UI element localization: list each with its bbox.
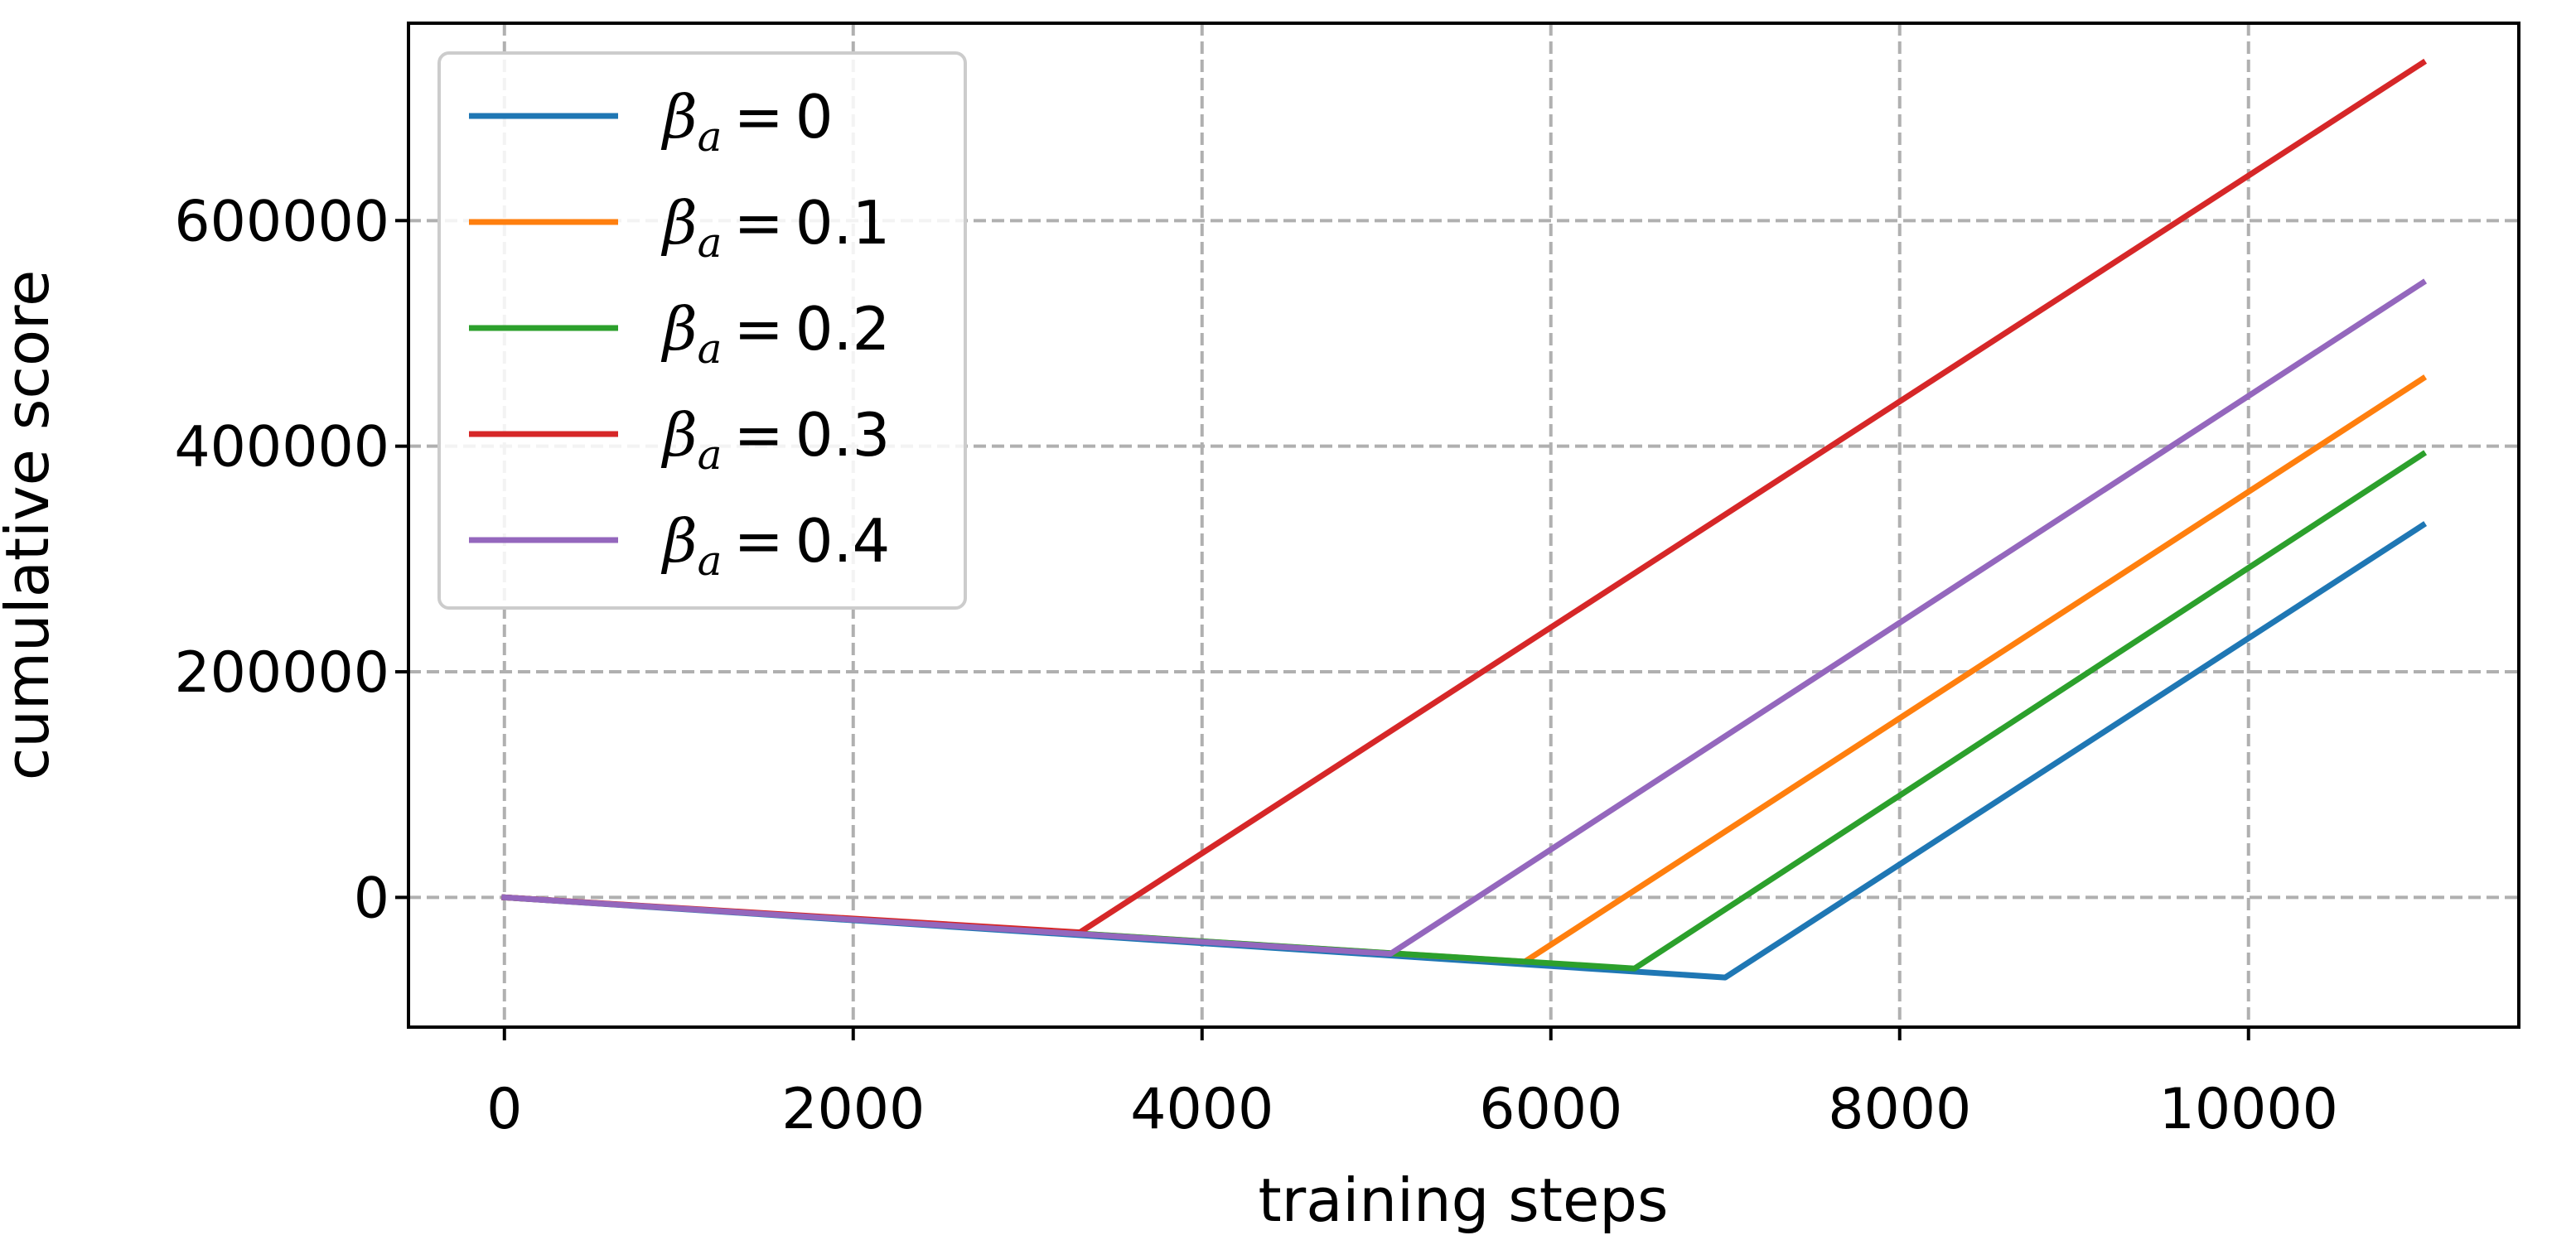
legend-value: 0.3 bbox=[795, 400, 891, 470]
y-tick-label: 0 bbox=[354, 866, 389, 931]
y-tick-label: 200000 bbox=[174, 640, 389, 706]
legend: βa = 0βa = 0.1βa = 0.2βa = 0.3βa = 0.4 bbox=[437, 51, 967, 610]
legend-equals: = bbox=[733, 400, 783, 470]
x-axis-label: training steps bbox=[1258, 1165, 1668, 1235]
legend-equals: = bbox=[733, 506, 783, 576]
legend-subscript: a bbox=[698, 219, 723, 267]
x-tick-label: 4000 bbox=[1130, 1077, 1274, 1142]
legend-equals: = bbox=[733, 188, 783, 258]
legend-item: βa = 0.3 bbox=[469, 400, 890, 479]
y-tick-label: 600000 bbox=[174, 189, 389, 254]
series-lines bbox=[501, 58, 2428, 981]
x-tick-label: 10000 bbox=[2159, 1077, 2338, 1142]
legend-value: 0 bbox=[795, 82, 834, 152]
legend-label: βa = 0.1 bbox=[660, 188, 890, 267]
legend-subscript: a bbox=[698, 537, 723, 585]
y-tick-label: 400000 bbox=[174, 415, 389, 480]
legend-equals: = bbox=[733, 82, 783, 152]
x-tick-label: 6000 bbox=[1479, 1077, 1622, 1142]
legend-label: βa = 0.4 bbox=[660, 506, 890, 585]
legend-subscript: a bbox=[698, 113, 723, 161]
y-axis-label: cumulative score bbox=[0, 270, 62, 781]
legend-item: βa = 0 bbox=[469, 82, 834, 161]
legend-label: βa = 0.3 bbox=[660, 400, 890, 479]
x-tick-label: 2000 bbox=[781, 1077, 925, 1142]
legend-item: βa = 0.2 bbox=[469, 294, 890, 373]
x-tick-label: 0 bbox=[486, 1077, 522, 1142]
legend-symbol: β bbox=[660, 294, 698, 364]
y-axis-ticks: 0 200000 400000 600000 bbox=[174, 189, 408, 931]
legend-label: βa = 0.2 bbox=[660, 294, 890, 373]
legend-value: 0.4 bbox=[795, 506, 891, 576]
legend-item: βa = 0.1 bbox=[469, 188, 890, 267]
legend-subscript: a bbox=[698, 431, 723, 479]
legend-value: 0.1 bbox=[795, 188, 891, 258]
legend-symbol: β bbox=[660, 82, 698, 152]
legend-item: βa = 0.4 bbox=[469, 506, 890, 585]
legend-box bbox=[437, 51, 967, 610]
legend-value: 0.2 bbox=[795, 294, 891, 364]
x-axis-ticks: 0 2000 4000 6000 8000 10000 bbox=[486, 1027, 2338, 1142]
legend-subscript: a bbox=[698, 325, 723, 373]
series-line-4 bbox=[501, 278, 2428, 957]
legend-symbol: β bbox=[660, 188, 698, 258]
legend-symbol: β bbox=[660, 400, 698, 470]
legend-label: βa = 0 bbox=[660, 82, 834, 161]
legend-equals: = bbox=[733, 294, 783, 364]
legend-symbol: β bbox=[660, 506, 698, 576]
plot-frame bbox=[407, 22, 2520, 1029]
x-tick-label: 8000 bbox=[1828, 1077, 1971, 1142]
